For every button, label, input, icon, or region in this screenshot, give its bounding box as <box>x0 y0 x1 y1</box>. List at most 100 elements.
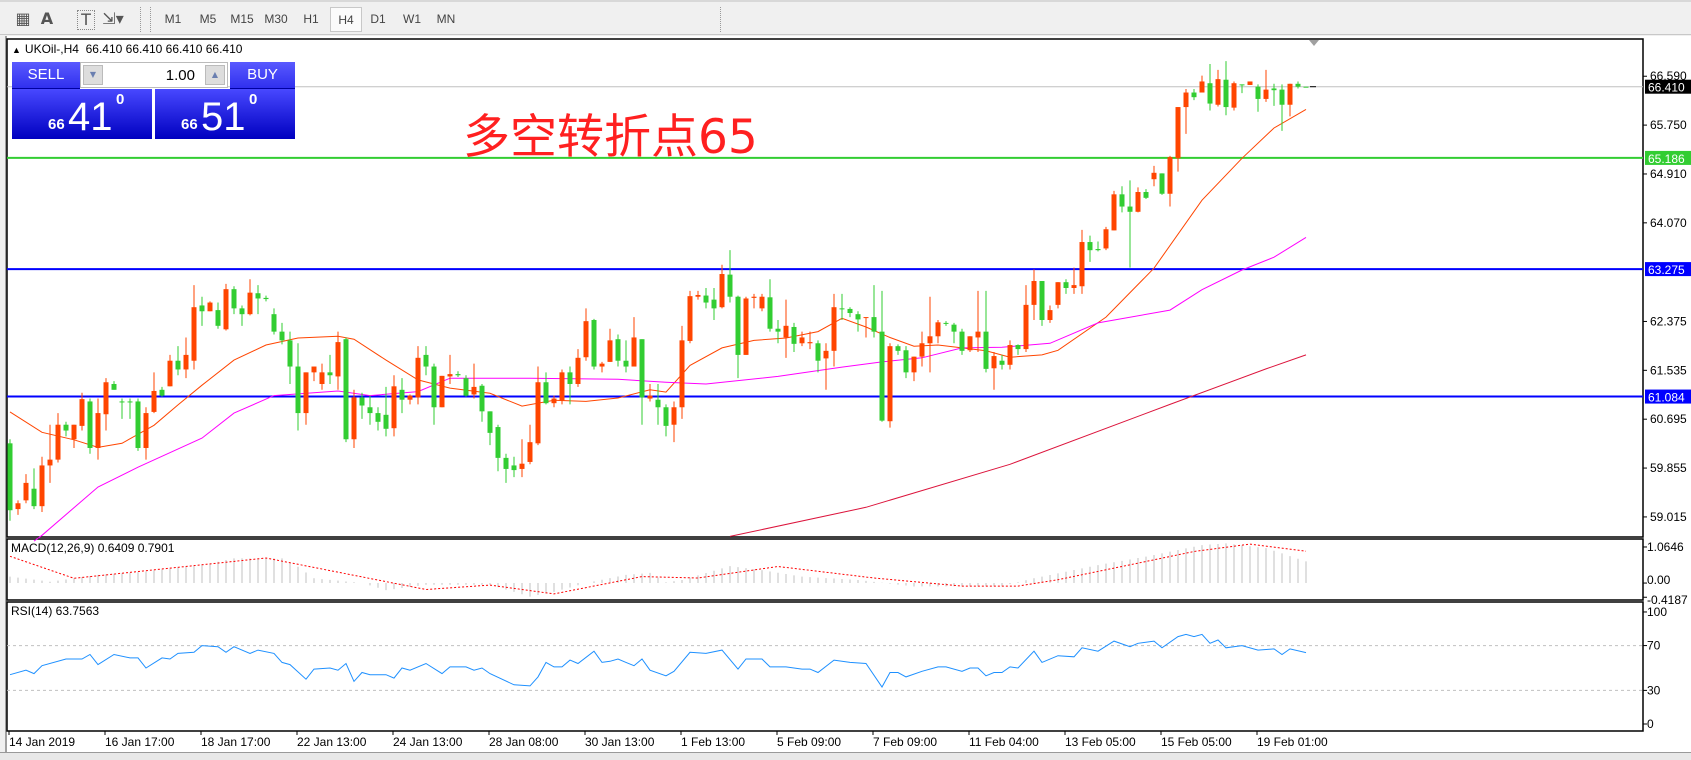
candle[interactable] <box>23 482 29 501</box>
candle[interactable] <box>1015 345 1021 350</box>
candle[interactable] <box>215 310 221 326</box>
timeframe-h1-button[interactable]: H1 <box>303 12 319 26</box>
candle[interactable] <box>1047 310 1053 320</box>
candle[interactable] <box>863 317 869 319</box>
candle[interactable] <box>855 314 861 320</box>
candle[interactable] <box>671 407 677 425</box>
candle[interactable] <box>527 442 533 462</box>
candle[interactable] <box>431 366 437 408</box>
candle[interactable] <box>959 331 965 351</box>
candle[interactable] <box>87 401 93 448</box>
candle[interactable] <box>831 307 837 351</box>
candle[interactable] <box>143 413 149 448</box>
candle[interactable] <box>935 322 941 337</box>
candle[interactable] <box>807 342 813 344</box>
candle[interactable] <box>871 317 877 332</box>
candle[interactable] <box>247 292 253 315</box>
candle[interactable] <box>951 324 957 332</box>
candle[interactable] <box>447 374 453 377</box>
candle[interactable] <box>999 360 1005 365</box>
candle[interactable] <box>1007 345 1013 365</box>
candle[interactable] <box>655 399 661 408</box>
candle[interactable] <box>1207 83 1213 104</box>
candle[interactable] <box>151 390 157 412</box>
collapse-triangle-icon[interactable]: ▲ <box>12 45 21 55</box>
candle[interactable] <box>1119 194 1125 207</box>
candle[interactable] <box>663 407 669 426</box>
arrows-icon[interactable]: ⇲▾ <box>102 9 124 28</box>
candle[interactable] <box>335 342 341 377</box>
candle[interactable] <box>751 296 757 298</box>
candle[interactable] <box>919 343 925 357</box>
candle[interactable] <box>703 295 709 303</box>
candle[interactable] <box>1239 84 1245 86</box>
candle[interactable] <box>1071 285 1077 288</box>
candle[interactable] <box>63 424 69 431</box>
candle[interactable] <box>95 413 101 448</box>
candle[interactable] <box>47 459 53 466</box>
candle[interactable] <box>799 337 805 344</box>
candle[interactable] <box>575 357 581 384</box>
candle[interactable] <box>175 360 181 370</box>
chart-annotation-text[interactable]: 多空转折点65 <box>463 110 758 165</box>
candle[interactable] <box>1303 86 1309 88</box>
timeframe-m15-button[interactable]: M15 <box>230 12 254 26</box>
candle[interactable] <box>1295 83 1301 87</box>
candle[interactable] <box>511 465 517 471</box>
candle[interactable] <box>1287 83 1293 105</box>
candle[interactable] <box>1223 79 1229 108</box>
candle[interactable] <box>407 395 413 400</box>
candle[interactable] <box>1167 157 1173 194</box>
candle[interactable] <box>415 357 421 398</box>
candle[interactable] <box>367 407 373 414</box>
candle[interactable] <box>759 296 765 309</box>
candle[interactable] <box>1231 83 1237 108</box>
timeframe-m5-button[interactable]: M5 <box>199 12 217 26</box>
candle[interactable] <box>271 314 277 332</box>
candle[interactable] <box>559 372 565 401</box>
candle[interactable] <box>1263 89 1269 99</box>
candle[interactable] <box>735 296 741 355</box>
candle[interactable] <box>679 340 685 408</box>
candle[interactable] <box>1103 229 1109 249</box>
timeframe-m30-button[interactable]: M30 <box>264 12 288 26</box>
candle[interactable] <box>1255 86 1261 99</box>
candle[interactable] <box>111 383 117 390</box>
timeframe-m1-button[interactable]: M1 <box>164 12 182 26</box>
candle[interactable] <box>55 424 61 460</box>
text-label-icon[interactable]: T <box>77 10 95 30</box>
candle[interactable] <box>1191 92 1197 98</box>
candle[interactable] <box>159 389 165 396</box>
candle[interactable] <box>1039 281 1045 320</box>
candle[interactable] <box>743 298 749 355</box>
timeframe-h4-button[interactable]: H4 <box>330 7 362 32</box>
candle[interactable] <box>551 398 557 404</box>
candle[interactable] <box>767 297 773 329</box>
candle[interactable] <box>311 366 317 373</box>
timeframe-d1-button[interactable]: D1 <box>370 12 386 26</box>
candle[interactable] <box>455 374 461 376</box>
candle[interactable] <box>943 322 949 324</box>
candle[interactable] <box>191 307 197 361</box>
candle[interactable] <box>895 346 901 351</box>
candle[interactable] <box>1063 282 1069 288</box>
candle[interactable] <box>15 503 21 510</box>
buy-price-box[interactable]: 66 51 0 <box>155 89 295 139</box>
candle[interactable] <box>599 363 605 367</box>
candle[interactable] <box>295 366 301 414</box>
candle[interactable] <box>927 336 933 344</box>
candle[interactable] <box>887 346 893 422</box>
candle[interactable] <box>1111 194 1117 231</box>
chart-shift-marker-icon[interactable] <box>1309 40 1319 46</box>
lot-decrease-icon[interactable]: ▼ <box>83 65 103 85</box>
timeframe-mn-button[interactable]: MN <box>436 12 456 26</box>
candle[interactable] <box>1247 81 1253 85</box>
candle[interactable] <box>1199 81 1205 93</box>
candle[interactable] <box>567 372 573 384</box>
candle[interactable] <box>1151 172 1157 180</box>
candle[interactable] <box>783 325 789 338</box>
candle[interactable] <box>1055 282 1061 305</box>
candle[interactable] <box>615 339 621 361</box>
candle[interactable] <box>1271 88 1277 91</box>
candle[interactable] <box>607 340 613 362</box>
